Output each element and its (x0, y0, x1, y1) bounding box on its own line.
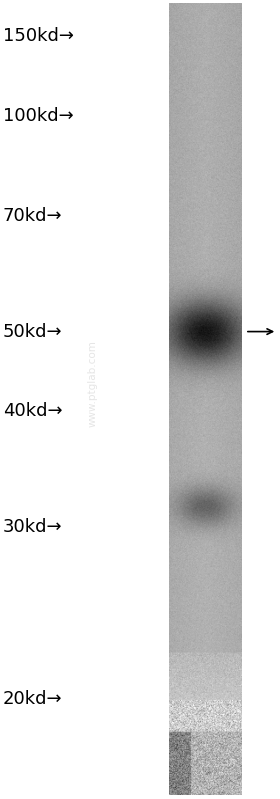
Text: 40kd→: 40kd→ (3, 403, 62, 420)
Text: 70kd→: 70kd→ (3, 207, 62, 225)
Text: 100kd→: 100kd→ (3, 107, 74, 125)
Text: 150kd→: 150kd→ (3, 27, 74, 45)
Text: 50kd→: 50kd→ (3, 323, 62, 340)
Text: 20kd→: 20kd→ (3, 690, 62, 708)
Text: 30kd→: 30kd→ (3, 519, 62, 536)
Text: www.ptglab.com: www.ptglab.com (87, 340, 97, 427)
